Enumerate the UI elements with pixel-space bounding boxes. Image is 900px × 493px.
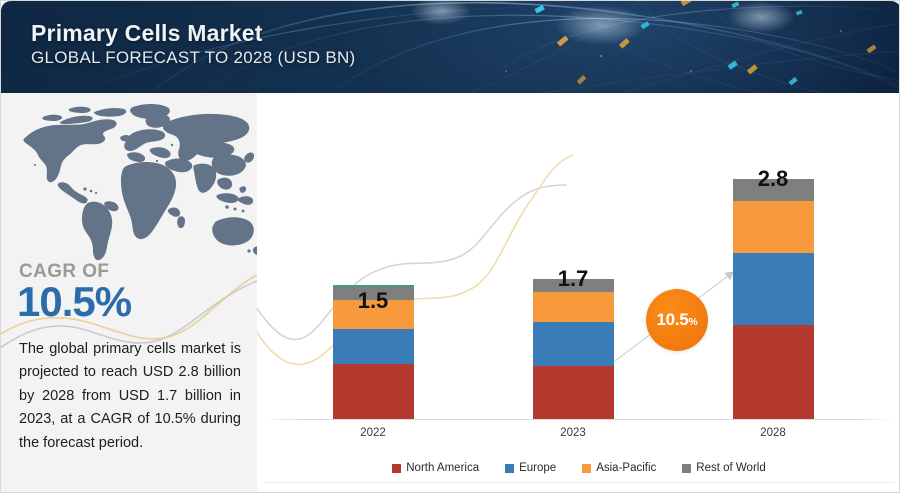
segment-asia-pacific[interactable]	[333, 300, 414, 329]
table-row[interactable]	[533, 279, 614, 419]
bar-value-label: 2.8	[757, 166, 789, 191]
world-map-graphic	[9, 99, 257, 279]
legend-item-europe[interactable]: Europe	[505, 462, 556, 474]
legend-bottom-rule	[263, 482, 895, 483]
legend-label: North America	[406, 462, 480, 474]
table-row[interactable]	[333, 285, 414, 419]
segment-europe[interactable]	[733, 253, 814, 325]
decorative-curves-left	[1, 274, 257, 349]
segment-asia-pacific[interactable]	[733, 201, 814, 253]
legend-label: Rest of World	[696, 462, 766, 474]
legend-swatch-icon	[582, 463, 592, 473]
legend-label: Asia-Pacific	[596, 462, 657, 474]
x-axis-label-2028: 2028	[760, 427, 786, 439]
table-row[interactable]	[733, 179, 814, 419]
cagr-bubble-suffix: %	[688, 316, 698, 328]
legend-item-rest-of-world[interactable]: Rest of World	[682, 462, 766, 474]
header-text-block: Primary Cells Market GLOBAL FORECAST TO …	[31, 20, 356, 68]
chart-legend: North America Europe Asia-Pacific Rest o…	[257, 456, 899, 480]
market-description: The global primary cells market is proje…	[19, 341, 241, 451]
bar-top-accent	[333, 285, 414, 287]
world-map-icon	[23, 104, 257, 261]
chart-area: 1.5 1.7 2.8 2022 2023 2028 10.5%	[257, 93, 899, 492]
x-axis-label-2022: 2022	[360, 427, 386, 439]
page-title: Primary Cells Market	[31, 20, 263, 46]
legend-label: Europe	[519, 462, 557, 474]
page-subtitle: GLOBAL FORECAST TO 2028 (USD BN)	[31, 48, 356, 68]
legend-item-asia-pacific[interactable]: Asia-Pacific	[582, 462, 656, 474]
bar-value-label: 1.5	[357, 288, 389, 313]
segment-north-america[interactable]	[533, 366, 614, 419]
cagr-bubble-value: 10.5	[656, 310, 689, 329]
plot-region: 1.5 1.7 2.8 2022 2023 2028 10.5%	[257, 93, 899, 492]
segment-europe[interactable]	[333, 329, 414, 364]
segment-rest-of-world[interactable]	[533, 279, 614, 292]
legend-swatch-icon	[392, 463, 402, 473]
decorative-curves-chart	[257, 154, 574, 366]
legend-swatch-icon	[505, 463, 515, 473]
left-summary-panel: CAGR OF 10.5% The global primary cells m…	[1, 93, 257, 492]
bar-value-label: 1.7	[557, 266, 589, 291]
cagr-bubble-text: 10.5%	[657, 310, 698, 330]
segment-north-america[interactable]	[333, 364, 414, 419]
x-axis-line	[263, 419, 893, 420]
header-banner: Primary Cells Market GLOBAL FORECAST TO …	[1, 1, 899, 93]
segment-north-america[interactable]	[733, 325, 814, 419]
x-axis-label-2023: 2023	[560, 427, 586, 439]
legend-item-north-america[interactable]: North America	[392, 462, 479, 474]
segment-rest-of-world[interactable]	[733, 179, 814, 201]
cagr-bubble[interactable]: 10.5%	[646, 289, 708, 351]
cagr-value: 10.5%	[17, 278, 132, 325]
segment-rest-of-world[interactable]	[333, 287, 414, 300]
segment-asia-pacific[interactable]	[533, 292, 614, 322]
legend-swatch-icon	[682, 463, 692, 473]
segment-europe[interactable]	[533, 322, 614, 366]
header-decoration	[80, 1, 899, 93]
cagr-label: CAGR OF	[19, 261, 110, 282]
